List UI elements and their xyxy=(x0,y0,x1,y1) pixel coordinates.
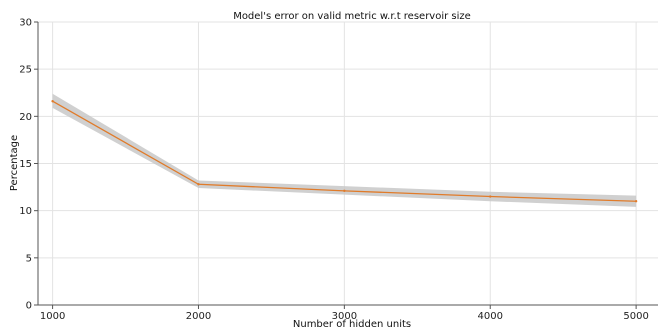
x-tick-label: 2000 xyxy=(186,311,211,322)
x-tick-label: 3000 xyxy=(332,311,357,322)
y-tick-label: 25 xyxy=(19,65,32,76)
data-point xyxy=(51,100,54,103)
y-tick-label: 0 xyxy=(26,301,32,312)
y-tick-label: 30 xyxy=(19,18,32,29)
y-axis-label: Percentage xyxy=(9,135,20,191)
data-point xyxy=(489,195,492,198)
data-point xyxy=(197,183,200,186)
y-tick-label: 20 xyxy=(19,112,32,123)
series-line-group xyxy=(51,100,638,203)
x-ticks: 1000 2000 3000 4000 5000 xyxy=(40,305,649,322)
x-tick-label: 4000 xyxy=(478,311,503,322)
y-tick-label: 10 xyxy=(19,206,32,217)
chart-title: Model's error on valid metric w.r.t rese… xyxy=(233,11,471,22)
data-point xyxy=(343,189,346,193)
y-tick-label: 5 xyxy=(26,253,32,264)
y-ticks: 0 5 10 15 20 25 30 xyxy=(19,18,38,312)
x-tick-label: 1000 xyxy=(40,311,65,322)
grid xyxy=(38,21,658,306)
y-tick-label: 15 xyxy=(19,159,32,170)
data-point xyxy=(634,200,638,203)
x-axis-label: Number of hidden units xyxy=(293,319,411,330)
confidence-band-group xyxy=(52,93,637,207)
confidence-band xyxy=(52,93,637,207)
x-tick-label: 5000 xyxy=(623,311,648,322)
